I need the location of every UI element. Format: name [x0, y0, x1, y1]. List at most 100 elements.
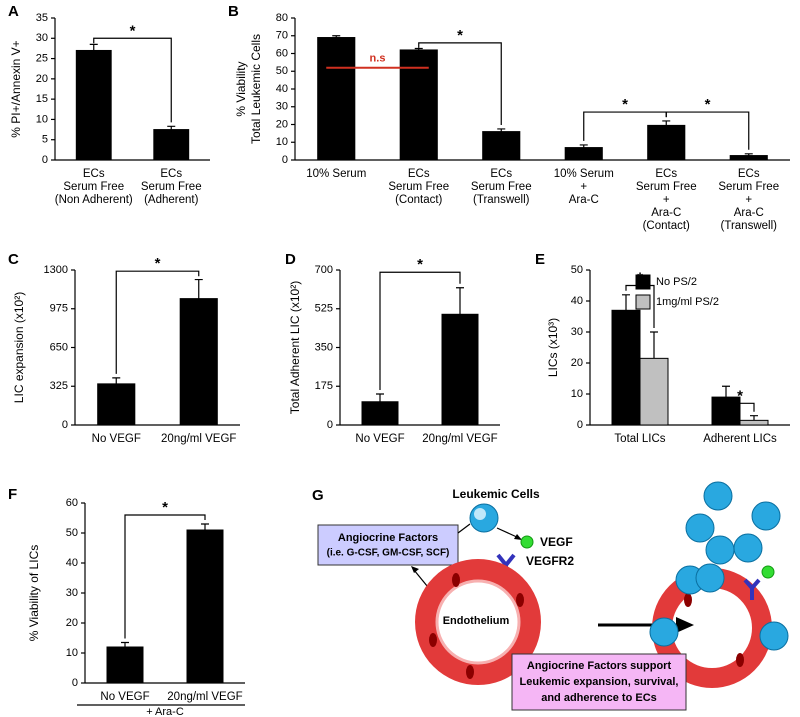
x-tick-label: 20ng/ml VEGF [161, 433, 236, 445]
arrow [496, 527, 520, 539]
leukemic-cell [703, 481, 733, 511]
y-tick-label: 325 [50, 380, 68, 392]
endothelium-inner [435, 579, 521, 665]
endothelium-ring [415, 559, 541, 685]
x-tick-label: Ara-C [651, 207, 681, 219]
error-bar [744, 153, 753, 156]
bar [106, 646, 144, 684]
significance-bracket [379, 271, 461, 390]
error-bar [201, 523, 209, 530]
diagram: G Leukemic Cells VEGF VEGFR2 Angiocrine … [312, 481, 789, 711]
leukemic-cell [705, 535, 735, 565]
y-tick-label: 0 [72, 677, 78, 689]
x-tick-label: + [663, 194, 670, 206]
vegfr2-receptor [743, 578, 761, 600]
y-tick-label: 0 [577, 419, 583, 431]
error-bar [579, 144, 588, 148]
y-tick-label: 20 [66, 617, 78, 629]
y-tick-label: 700 [315, 264, 333, 276]
y-tick-label: 50 [571, 264, 583, 276]
x-tick-label: (Transwell) [473, 194, 530, 206]
significance-bracket [124, 514, 206, 639]
nucleus [466, 665, 474, 679]
factors-box [317, 524, 459, 566]
arrow-head [411, 566, 419, 573]
leukemic-cell [695, 563, 725, 593]
error-bar [89, 43, 98, 51]
bar [399, 49, 438, 161]
x-tick-label: (Transwell) [721, 220, 778, 232]
error-bar [650, 331, 658, 359]
y-tick-label: 1300 [44, 264, 68, 276]
outcome-text: Leukemic expansion, survival, [520, 676, 679, 688]
y-tick-label: 50 [276, 65, 288, 77]
error-bar [622, 294, 630, 311]
x-tick-label: (Contact) [395, 194, 442, 206]
bar [75, 49, 112, 161]
y-axis-label: Total Adherent LIC (x10²) [288, 281, 302, 414]
panel-letter: C [8, 251, 19, 268]
nucleus [684, 593, 692, 607]
annotation: * [155, 255, 161, 272]
y-tick-label: 0 [42, 154, 48, 166]
significance-bracket [93, 37, 172, 123]
bar [317, 37, 356, 161]
legend-swatch [635, 294, 651, 310]
y-tick-label: 60 [66, 497, 78, 509]
x-tick-label: ECs [738, 168, 760, 180]
bar [97, 383, 136, 426]
x-tick-label: ECs [490, 168, 512, 180]
y-tick-label: 350 [315, 341, 333, 353]
x-tick-label: (Contact) [643, 220, 690, 232]
factors-text: Angiocrine Factors [338, 532, 438, 544]
vegf-label: VEGF [540, 535, 573, 549]
x-tick-label: Serum Free [718, 181, 779, 193]
error-bar [414, 47, 423, 50]
cell-group [649, 481, 789, 651]
bar [739, 419, 769, 426]
error-bar [750, 415, 758, 421]
y-tick-label: 30 [36, 32, 48, 44]
y-tick-label: 70 [276, 30, 288, 42]
annotation: * [162, 499, 168, 516]
error-bar [167, 125, 176, 130]
nucleus [736, 653, 744, 667]
leukemic-cell [759, 621, 789, 651]
y-tick-label: 50 [66, 527, 78, 539]
x-tick-label: ECs [83, 168, 105, 180]
x-tick-label: Serum Free [636, 181, 697, 193]
x-tick-label: + [580, 181, 587, 193]
error-bar [376, 393, 384, 402]
annotation: * [705, 96, 711, 113]
bar [153, 129, 190, 161]
bar [611, 309, 641, 426]
y-tick-label: 0 [62, 419, 68, 431]
nucleus [516, 593, 524, 607]
annotation: * [622, 96, 628, 113]
legend-swatch [635, 274, 651, 290]
x-tick-label: Serum Free [141, 181, 202, 193]
error-bar [121, 641, 129, 647]
error-bar [332, 35, 341, 38]
error-bar [112, 377, 121, 384]
y-axis-label: % PI+/Annexin V+ [9, 40, 23, 137]
significance-bracket [665, 111, 750, 150]
panel-letter: E [535, 251, 545, 268]
nucleus [452, 573, 460, 587]
error-bar [497, 128, 506, 132]
error-bar [722, 385, 730, 398]
y-axis-label: % Viability [234, 61, 248, 116]
arrow [457, 523, 471, 534]
y-tick-label: 30 [571, 326, 583, 338]
outcome-text: and adherence to ECs [541, 692, 657, 704]
y-tick-label: 80 [276, 12, 288, 24]
y-tick-label: 30 [276, 101, 288, 113]
leukemic-cell [751, 501, 781, 531]
vegf-ligand [761, 565, 775, 579]
arrow-head [514, 534, 522, 540]
y-tick-label: 15 [36, 93, 48, 105]
vegfr2-label: VEGFR2 [526, 554, 574, 568]
cell-highlight [474, 508, 486, 520]
y-tick-label: 10 [36, 113, 48, 125]
y-tick-label: 0 [282, 154, 288, 166]
